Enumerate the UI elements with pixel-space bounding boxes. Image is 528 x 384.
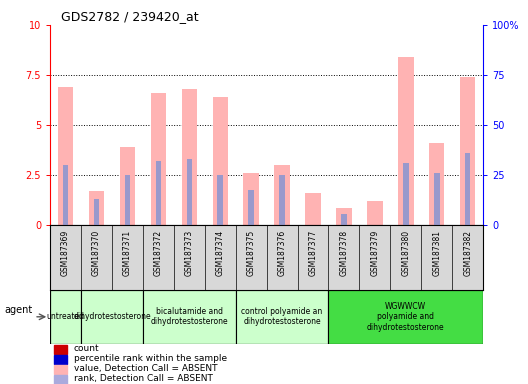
Text: GSM187379: GSM187379 bbox=[370, 230, 380, 276]
Text: dihydrotestosterone: dihydrotestosterone bbox=[73, 312, 151, 321]
Text: GSM187373: GSM187373 bbox=[185, 230, 194, 276]
Bar bbox=[465, 153, 470, 225]
Bar bbox=[81, 290, 143, 344]
Text: GSM187377: GSM187377 bbox=[308, 230, 317, 276]
Text: count: count bbox=[74, 344, 100, 353]
Text: rank, Detection Call = ABSENT: rank, Detection Call = ABSENT bbox=[74, 374, 213, 384]
Bar bbox=[305, 193, 321, 225]
Bar bbox=[429, 143, 445, 225]
Bar bbox=[248, 190, 254, 225]
Bar bbox=[243, 173, 259, 225]
Bar bbox=[235, 290, 328, 344]
Text: GSM187378: GSM187378 bbox=[340, 230, 348, 276]
Bar bbox=[54, 365, 68, 374]
Text: GSM187381: GSM187381 bbox=[432, 230, 441, 276]
Bar bbox=[63, 165, 69, 225]
Bar bbox=[125, 175, 130, 225]
Bar bbox=[218, 175, 223, 225]
Text: GSM187370: GSM187370 bbox=[92, 230, 101, 276]
Text: GSM187372: GSM187372 bbox=[154, 230, 163, 276]
Bar bbox=[182, 89, 197, 225]
Bar bbox=[50, 290, 81, 344]
Bar bbox=[398, 57, 413, 225]
Text: value, Detection Call = ABSENT: value, Detection Call = ABSENT bbox=[74, 364, 218, 373]
Text: GSM187375: GSM187375 bbox=[247, 230, 256, 276]
Text: bicalutamide and
dihydrotestosterone: bicalutamide and dihydrotestosterone bbox=[150, 307, 228, 326]
Bar bbox=[336, 208, 352, 225]
Text: GSM187369: GSM187369 bbox=[61, 230, 70, 276]
Text: WGWWCW
polyamide and
dihydrotestosterone: WGWWCW polyamide and dihydrotestosterone bbox=[367, 302, 445, 332]
Bar bbox=[94, 199, 99, 225]
Bar bbox=[460, 77, 475, 225]
Text: GSM187382: GSM187382 bbox=[463, 230, 472, 276]
Text: control polyamide an
dihydrotestosterone: control polyamide an dihydrotestosterone bbox=[241, 307, 323, 326]
Bar bbox=[341, 214, 347, 225]
Bar bbox=[279, 175, 285, 225]
Bar bbox=[54, 355, 68, 364]
Bar bbox=[156, 161, 161, 225]
Text: untreated: untreated bbox=[46, 312, 84, 321]
Bar bbox=[89, 191, 105, 225]
Bar bbox=[367, 201, 383, 225]
Text: percentile rank within the sample: percentile rank within the sample bbox=[74, 354, 227, 363]
Bar bbox=[328, 290, 483, 344]
Text: GSM187380: GSM187380 bbox=[401, 230, 410, 276]
Bar bbox=[212, 97, 228, 225]
Text: GDS2782 / 239420_at: GDS2782 / 239420_at bbox=[61, 10, 199, 23]
Bar bbox=[275, 165, 290, 225]
Text: GSM187374: GSM187374 bbox=[216, 230, 225, 276]
Text: agent: agent bbox=[4, 305, 32, 315]
Bar bbox=[54, 375, 68, 384]
Bar bbox=[150, 93, 166, 225]
Bar bbox=[186, 159, 192, 225]
Bar bbox=[143, 290, 235, 344]
Bar bbox=[403, 163, 409, 225]
Text: GSM187371: GSM187371 bbox=[123, 230, 132, 276]
Bar bbox=[58, 87, 73, 225]
Bar bbox=[120, 147, 135, 225]
Text: GSM187376: GSM187376 bbox=[278, 230, 287, 276]
Bar bbox=[434, 173, 439, 225]
Bar bbox=[54, 345, 68, 354]
